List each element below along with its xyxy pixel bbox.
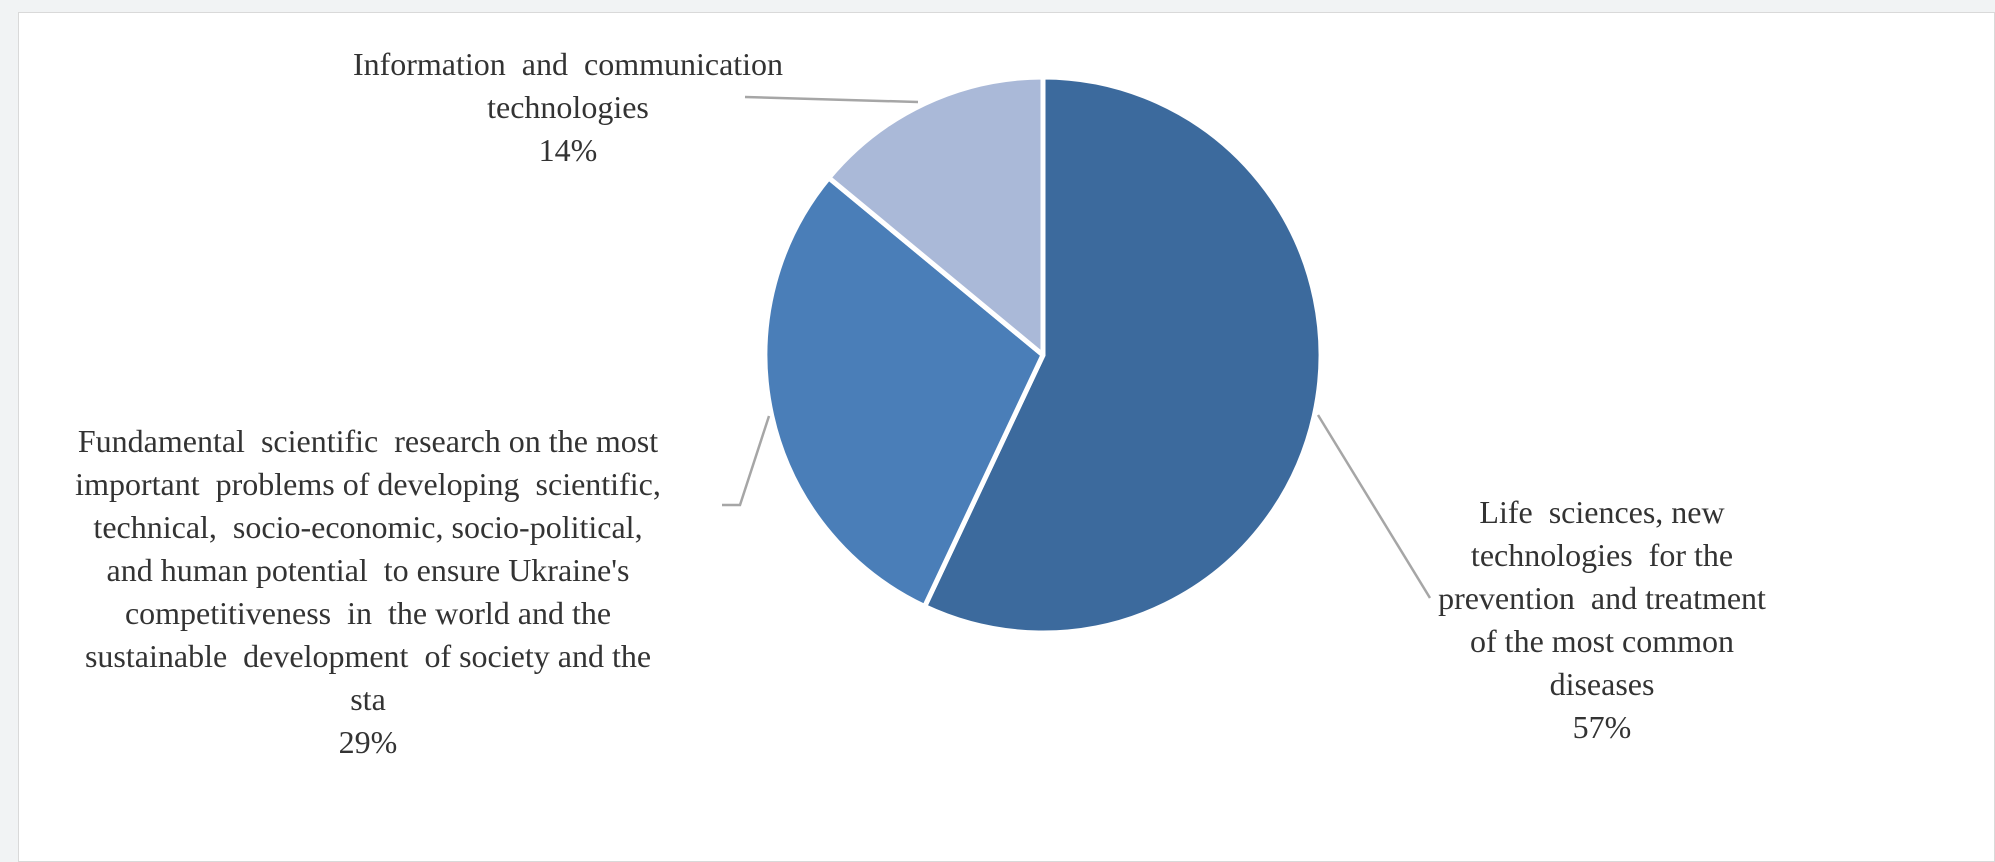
data-label-category-line: technologies for the [1471, 537, 1733, 573]
data-label-percent: 14% [539, 132, 598, 168]
data-label-category-line: diseases [1550, 666, 1655, 702]
data-label-category-line: competitiveness in the world and the [125, 595, 611, 631]
leader-line-information-and-communication [744, 95, 919, 104]
data-label-category-line: important problems of developing scienti… [75, 466, 661, 502]
data-label-category-line: and human potential to ensure Ukraine's [107, 552, 630, 588]
pie-slice-information-and-communication [826, 74, 1046, 358]
data-label-percent: 29% [339, 724, 398, 760]
data-label-category-line: technologies [487, 89, 649, 125]
data-label-category-line: Information and communication [353, 46, 783, 82]
data-label-category-line: technical, socio-economic, socio-politic… [93, 509, 642, 545]
data-label-category-line: prevention and treatment [1438, 580, 1766, 616]
slice-label-life-sciences-new: Life sciences, new technologies for the pr… [1438, 494, 1766, 745]
data-label-percent: 57% [1573, 709, 1632, 745]
leader-line-fundamental-scientific-research [722, 415, 771, 507]
pie-slice-life-sciences-new [922, 74, 1324, 636]
data-label-category-line: Life sciences, new [1479, 494, 1724, 530]
data-label-category-line: of the most common [1470, 623, 1734, 659]
leader-line-life-sciences-new [1316, 414, 1432, 599]
slice-label-information-and-communication: Information and communication technologie… [353, 46, 783, 168]
data-label-category-line: sta [350, 681, 386, 717]
pie-slice-fundamental-scientific-research [762, 175, 1046, 610]
data-label-category-line: Fundamental scientific research on the m… [78, 423, 658, 459]
data-label-category-line: sustainable development of society and t… [85, 638, 651, 674]
slice-label-fundamental-scientific-research: Fundamental scientific research on the m… [75, 423, 661, 760]
